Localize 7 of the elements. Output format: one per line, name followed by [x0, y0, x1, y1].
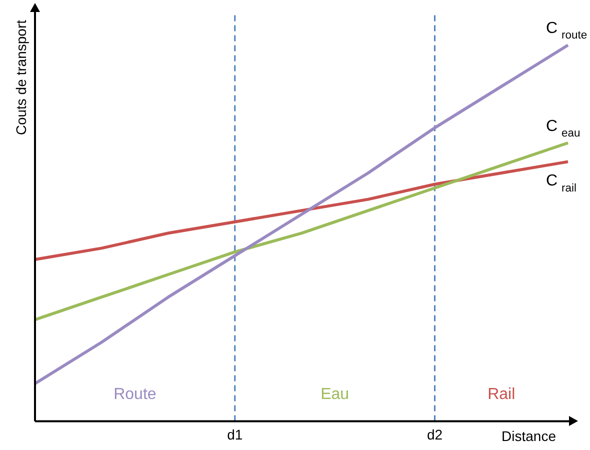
y-axis-title: Couts de transport — [12, 20, 29, 136]
x-tick-label: d1 — [227, 426, 243, 442]
annotation: Eau — [320, 386, 350, 404]
x-tick-label: d2 — [426, 426, 443, 442]
x-axis-title: Distance — [502, 428, 556, 444]
annotation: Rail — [488, 386, 516, 404]
annotation: Route — [114, 386, 156, 404]
